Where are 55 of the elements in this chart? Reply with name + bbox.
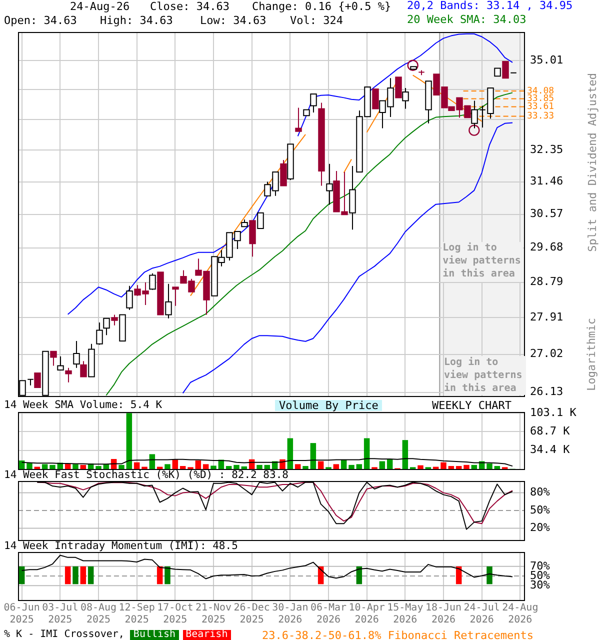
- ref-line-label: 33.61: [527, 102, 554, 112]
- y-tick-label: 68.7 K: [530, 424, 570, 438]
- legend-title: % K - IMI Crossover,: [3, 629, 126, 640]
- y-tick-label: 34.4 K: [530, 443, 570, 456]
- text: Change: 0.16 {+0.5 %}: [252, 0, 392, 13]
- x-tick-label: 24-Aug 2026: [502, 602, 538, 626]
- band-label: Log in to view patterns in this area: [442, 242, 521, 280]
- text: Vol: 324: [290, 14, 343, 27]
- y-tick-label: 26.13: [530, 385, 564, 398]
- x-tick-label: 21-Nov 2025: [195, 602, 232, 626]
- x-tick-label: 10-Apr 2026: [348, 602, 385, 626]
- x-tick-label: 06-Jun 2025: [4, 602, 40, 626]
- y-tick-label: 20%: [530, 521, 550, 534]
- annotation: Volume By Price: [275, 399, 382, 412]
- y-tick-label: 29.68: [530, 240, 564, 254]
- y-tick-label: 50%: [530, 503, 550, 516]
- x-tick-label: 24-Jul 2026: [464, 602, 500, 626]
- x-tick-label: 30-Jan 2026: [272, 602, 308, 626]
- y-tick-label: 35.01: [530, 53, 564, 66]
- text: Close: 34.63: [150, 0, 230, 13]
- y-axis-title: Split and Dividend Adjusted: [586, 73, 599, 252]
- text: 23.6-38.2-50-61.8% Fibonacci Retracements: [262, 629, 534, 640]
- text: 20 Week SMA: 34.03: [406, 13, 528, 26]
- text: 24-Aug-26: [70, 0, 130, 13]
- x-tick-label: 06-Mar 2026: [310, 602, 347, 626]
- x-tick-label: 08-Aug 2025: [80, 602, 117, 626]
- y-tick-label: 27.02: [530, 347, 564, 360]
- ref-line-label: 33.33: [527, 112, 554, 122]
- x-tick-label: 03-Jul 2025: [42, 602, 78, 626]
- x-tick-label: 18-Jun 2026: [425, 602, 462, 626]
- text: Low: 34.63: [200, 14, 266, 27]
- y-tick-label: 28.79: [530, 275, 564, 288]
- annotation: Log in to view patterns in this area: [444, 356, 526, 395]
- y-tick-label: 27.91: [530, 310, 564, 324]
- text: Logarithmic: [585, 318, 598, 391]
- y-tick-label: 30%: [530, 578, 550, 592]
- text: High: 34.63: [100, 14, 173, 27]
- x-tick-label: 12-Sep 2025: [118, 602, 155, 626]
- chart-title: 14 Week Fast Stochastic (%K) (%D) : 82.2 83.8: [4, 469, 288, 481]
- x-tick-label: 17-Oct 2025: [157, 602, 194, 626]
- text: Open: 34.63: [4, 14, 77, 27]
- x-tick-label: 15-May 2026: [387, 602, 424, 626]
- y-tick-label: 30.57: [530, 207, 564, 220]
- text: Bearish: [182, 629, 231, 640]
- y-tick-label: 103.1 K: [530, 406, 577, 419]
- annotation: WEEKLY CHART: [432, 399, 512, 412]
- y-tick-label: 70%: [530, 559, 550, 572]
- y-tick-label: 31.46: [530, 174, 564, 188]
- x-tick-label: 26-Dec 2025: [234, 602, 270, 626]
- text: Bullish: [130, 629, 179, 640]
- chart-title: 14 Week SMA Volume: 5.4 K: [4, 399, 162, 411]
- chart-title: 14 Week Intraday Momentum (IMI): 48.5: [4, 540, 238, 552]
- y-tick-label: 80%: [530, 486, 550, 499]
- text: 20,2 Bands: 33.14 , 34.95: [406, 0, 574, 12]
- y-tick-label: 32.35: [530, 142, 564, 156]
